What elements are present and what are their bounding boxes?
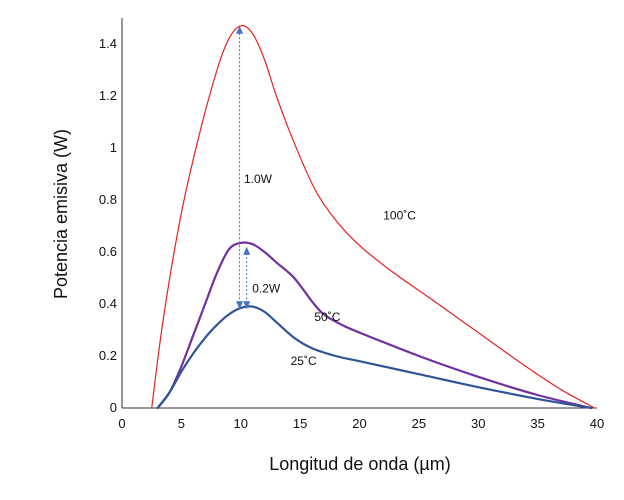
- y-tick-label: 0.4: [99, 296, 117, 311]
- arrow-head-down: [236, 301, 244, 310]
- y-tick-label: 0.2: [99, 348, 117, 363]
- axes: [121, 18, 597, 409]
- x-tick-label: 35: [530, 416, 544, 431]
- y-tick-label: 1.4: [99, 36, 117, 51]
- y-tick-labels: 0 0.2 0.4 0.6 0.8 1 1.2 1.4: [99, 36, 117, 415]
- y-axis-title: Potencia emisiva (W): [51, 129, 71, 299]
- series-line-50c: [156, 241, 593, 410]
- arrow-head-up: [236, 25, 244, 34]
- series-labels: 100˚C 50˚C 25˚C: [291, 209, 417, 369]
- arrow-head-up: [243, 246, 251, 255]
- series-label: 50˚C: [314, 310, 340, 324]
- series-line-100c: [151, 25, 596, 409]
- y-tick-label: 1.2: [99, 88, 117, 103]
- annotations: 1.0W 0.2W: [244, 172, 281, 295]
- x-axis-title: Longitud de onda (µm): [269, 454, 451, 474]
- arrow-head-down: [243, 301, 251, 310]
- y-tick-label: 1: [110, 140, 117, 155]
- series-label: 25˚C: [291, 354, 317, 368]
- y-tick-label: 0: [110, 400, 117, 415]
- x-tick-label: 10: [234, 416, 248, 431]
- x-tick-label: 15: [293, 416, 307, 431]
- series-label: 100˚C: [383, 209, 416, 223]
- y-tick-label: 0.6: [99, 244, 117, 259]
- x-tick-label: 25: [412, 416, 426, 431]
- difference-arrows: [236, 25, 251, 310]
- difference-label: 0.2W: [252, 281, 281, 295]
- x-tick-label: 0: [118, 416, 125, 431]
- x-tick-label: 5: [178, 416, 185, 431]
- x-tick-labels: 0 5 10 15 20 25 30 35 40: [118, 416, 604, 431]
- x-tick-label: 40: [590, 416, 604, 431]
- difference-label: 1.0W: [244, 172, 273, 186]
- x-tick-label: 30: [471, 416, 485, 431]
- y-tick-label: 0.8: [99, 192, 117, 207]
- series-line-25c: [156, 305, 593, 410]
- x-tick-label: 20: [352, 416, 366, 431]
- series-lines: [151, 25, 596, 410]
